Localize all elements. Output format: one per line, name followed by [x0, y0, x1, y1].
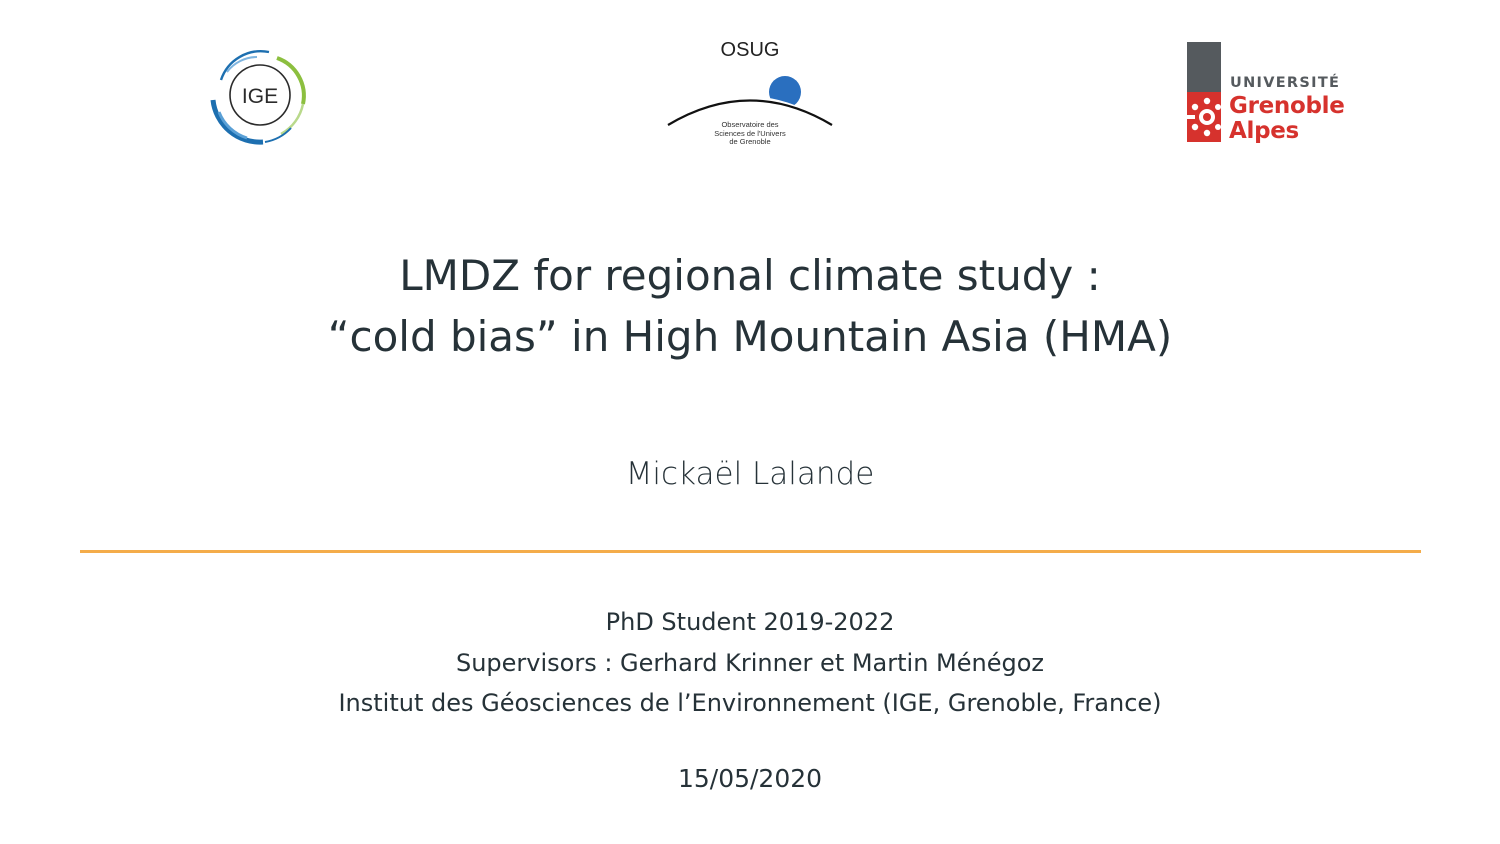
osug-subtitle-line: Observatoire des	[721, 120, 779, 129]
divider-line	[80, 550, 1421, 553]
slide-title-line-1: LMDZ for regional climate study :	[399, 251, 1101, 300]
author-info: PhD Student 2019-2022 Supervisors : Gerh…	[0, 602, 1500, 724]
uga-logo-line-grenoble: Grenoble	[1229, 93, 1345, 119]
uga-logo-emblem	[1187, 42, 1221, 142]
ige-logo: IGE	[207, 42, 313, 148]
uga-logo: UNIVERSITÉ Grenoble Alpes	[1185, 41, 1355, 145]
presentation-date: 15/05/2020	[677, 764, 823, 793]
osug-logo: OSUG Observatoire des Sciences de l'Univ…	[664, 38, 836, 150]
osug-subtitle-line: de Grenoble	[729, 137, 771, 146]
info-line-institute: Institut des Géosciences de l’Environnem…	[338, 689, 1162, 717]
uga-logo-line-universite: UNIVERSITÉ	[1230, 75, 1341, 91]
osug-logo-subtitle: Observatoire des Sciences de l'Univers d…	[664, 120, 836, 147]
info-line-position: PhD Student 2019-2022	[605, 608, 895, 636]
slide-title-line-2: “cold bias” in High Mountain Asia (HMA)	[327, 312, 1173, 361]
author-name: Mickaël Lalande	[625, 456, 875, 492]
uga-logo-line-alpes: Alpes	[1229, 118, 1299, 144]
osug-subtitle-line: Sciences de l'Univers	[714, 128, 786, 138]
osug-logo-graphic	[667, 76, 833, 126]
info-line-supervisors: Supervisors : Gerhard Krinner et Martin …	[455, 648, 1045, 677]
osug-logo-name: OSUG	[720, 39, 780, 61]
slide-title: LMDZ for regional climate study : “cold …	[0, 245, 1500, 367]
ige-logo-graphic: IGE	[210, 50, 306, 145]
ige-logo-text: IGE	[242, 85, 278, 108]
